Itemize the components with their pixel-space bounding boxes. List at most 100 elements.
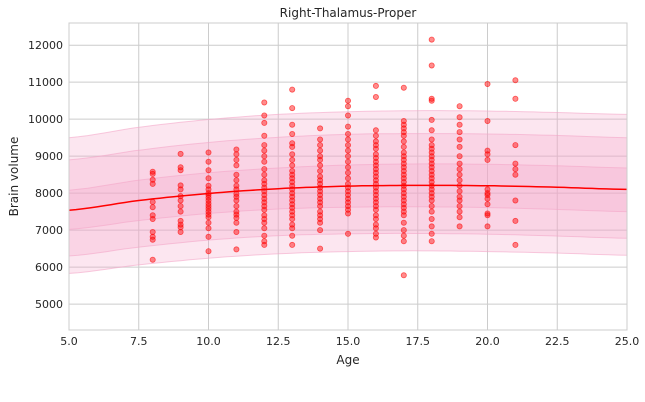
x-tick-label: 20.0	[475, 335, 500, 348]
y-tick-label: 9000	[35, 150, 63, 163]
data-point	[484, 201, 491, 208]
data-point	[372, 206, 379, 213]
x-tick-label: 7.5	[130, 335, 148, 348]
data-point	[456, 188, 463, 195]
data-point	[317, 245, 324, 252]
data-point	[233, 219, 240, 226]
y-tick-label: 6000	[35, 261, 63, 274]
data-point	[400, 272, 407, 279]
data-point	[428, 223, 435, 230]
data-point	[205, 158, 212, 165]
data-point	[428, 62, 435, 69]
data-point	[484, 190, 491, 197]
data-point	[205, 197, 212, 204]
data-point	[233, 197, 240, 204]
data-point	[456, 208, 463, 215]
data-point	[428, 203, 435, 210]
data-point	[400, 227, 407, 234]
data-point	[428, 127, 435, 134]
data-point	[344, 153, 351, 160]
data-point	[261, 147, 268, 154]
data-point	[512, 217, 519, 224]
data-point	[428, 208, 435, 215]
data-point	[149, 168, 156, 175]
y-tick-label: 12000	[28, 39, 63, 52]
data-point	[512, 166, 519, 173]
x-tick-label: 25.0	[615, 335, 640, 348]
data-point	[149, 236, 156, 243]
data-point	[289, 215, 296, 222]
data-point	[317, 227, 324, 234]
data-point	[233, 203, 240, 210]
data-point	[205, 214, 212, 221]
data-point	[484, 212, 491, 219]
data-point	[484, 81, 491, 88]
y-tick-label: 8000	[35, 187, 63, 200]
data-point	[177, 186, 184, 193]
data-point	[233, 177, 240, 184]
x-tick-label: 22.5	[545, 335, 570, 348]
data-point	[177, 203, 184, 210]
data-point	[233, 246, 240, 253]
data-point	[428, 215, 435, 222]
data-point	[428, 230, 435, 237]
data-point	[512, 197, 519, 204]
data-point	[149, 180, 156, 187]
data-point	[205, 175, 212, 182]
data-point	[233, 208, 240, 215]
data-point	[317, 162, 324, 169]
chart-title: Right-Thalamus-Proper	[280, 6, 417, 20]
data-point	[456, 121, 463, 128]
data-point	[428, 116, 435, 123]
data-point	[344, 210, 351, 217]
data-point	[317, 125, 324, 132]
data-point	[261, 219, 268, 226]
data-point	[372, 94, 379, 101]
data-point	[400, 219, 407, 226]
data-point	[456, 214, 463, 221]
data-point	[149, 215, 156, 222]
data-point	[149, 170, 156, 177]
data-point	[289, 86, 296, 93]
data-point	[344, 123, 351, 130]
data-point	[456, 171, 463, 178]
data-point	[428, 197, 435, 204]
data-point	[344, 158, 351, 165]
data-point	[289, 241, 296, 248]
data-point	[261, 166, 268, 173]
data-point	[456, 143, 463, 150]
data-point	[372, 215, 379, 222]
data-point	[456, 114, 463, 121]
data-point	[456, 153, 463, 160]
x-tick-label: 12.5	[266, 335, 291, 348]
data-point	[317, 156, 324, 163]
data-point	[205, 233, 212, 240]
data-point	[400, 84, 407, 91]
data-point	[317, 147, 324, 154]
data-point	[344, 147, 351, 154]
data-point	[233, 171, 240, 178]
data-point	[456, 223, 463, 230]
data-point	[372, 225, 379, 232]
x-tick-label: 5.0	[60, 335, 78, 348]
data-point	[512, 241, 519, 248]
data-point	[289, 162, 296, 169]
data-point	[344, 164, 351, 171]
data-point	[317, 142, 324, 149]
data-point	[428, 238, 435, 245]
data-point	[177, 150, 184, 157]
data-point	[205, 167, 212, 174]
data-point	[428, 36, 435, 43]
data-point	[344, 169, 351, 176]
data-point	[456, 160, 463, 167]
data-point	[205, 225, 212, 232]
data-point	[456, 197, 463, 204]
data-point	[344, 230, 351, 237]
x-tick-label: 15.0	[336, 335, 361, 348]
data-point	[456, 103, 463, 110]
data-point	[456, 129, 463, 136]
data-point	[344, 97, 351, 104]
data-point	[344, 130, 351, 137]
data-point	[456, 177, 463, 184]
data-point	[261, 142, 268, 149]
